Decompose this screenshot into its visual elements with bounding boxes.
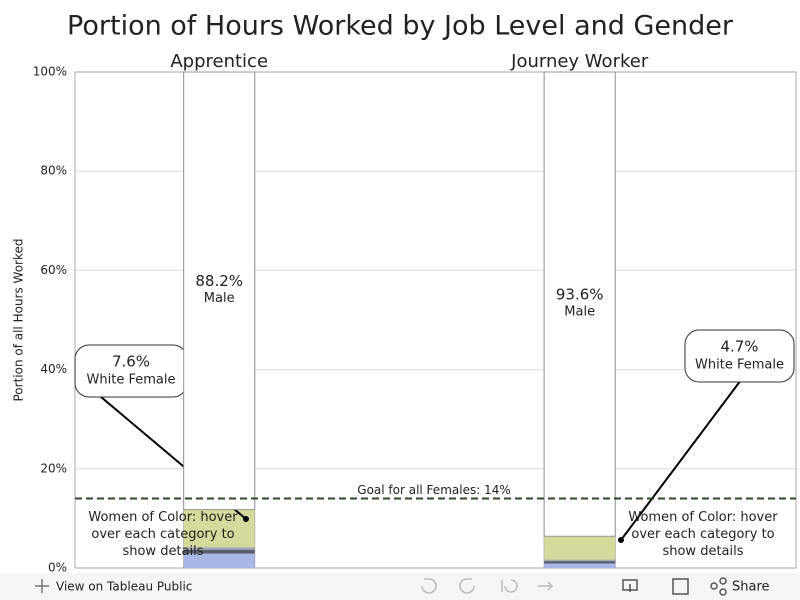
y-axis-label: Portion of all Hours Worked [12, 238, 26, 401]
data-label: 4.7% [720, 338, 758, 356]
callout-box [684, 329, 795, 383]
y-tick-label: 80% [40, 164, 67, 178]
fullscreen-icon[interactable] [672, 578, 689, 595]
callout-dot [618, 537, 624, 543]
y-tick-label: 40% [40, 362, 67, 376]
tableau-icon[interactable] [35, 579, 49, 593]
bar-segment [544, 559, 616, 562]
toolbar [0, 573, 800, 600]
y-tick-label: 60% [40, 263, 67, 277]
annotation: Women of Color: hover over each category… [628, 510, 778, 559]
bar-segment [183, 549, 255, 554]
bar-segment [544, 561, 616, 564]
callout-dot [243, 516, 249, 522]
data-label: 88.2% [195, 272, 243, 290]
data-label: 7.6% [112, 353, 150, 371]
pane-header: Journey Worker [510, 51, 649, 72]
chart-title: Portion of Hours Worked by Job Level and… [67, 11, 734, 42]
pane-header: Apprentice [170, 51, 268, 72]
series-label: Male [204, 291, 235, 306]
callout-line [620, 381, 741, 541]
y-tick-label: 0% [48, 561, 67, 575]
series-label: White Female [695, 358, 784, 373]
bar-segment [183, 553, 255, 568]
bar-segment [544, 536, 616, 560]
toolbar-disabled-icons [421, 578, 554, 594]
series-label: Male [564, 305, 595, 320]
download-icon[interactable] [622, 579, 638, 592]
bar-segment [183, 547, 255, 550]
bar-segment [183, 71, 256, 510]
annotation: Women of Color: hover over each category… [88, 510, 238, 559]
share-button[interactable]: Share [732, 580, 770, 595]
bar-segment [544, 563, 616, 568]
data-label: 93.6% [556, 286, 604, 304]
series-label: White Female [87, 373, 176, 388]
y-tick-label: 20% [40, 461, 67, 475]
y-tick-label: 100% [33, 65, 67, 79]
plot-frame [74, 71, 797, 569]
view-link[interactable]: View on Tableau Public [56, 580, 192, 594]
share-icon[interactable] [710, 577, 727, 596]
bar-segment [543, 71, 616, 537]
goal-label: Goal for all Females: 14% [357, 483, 510, 497]
